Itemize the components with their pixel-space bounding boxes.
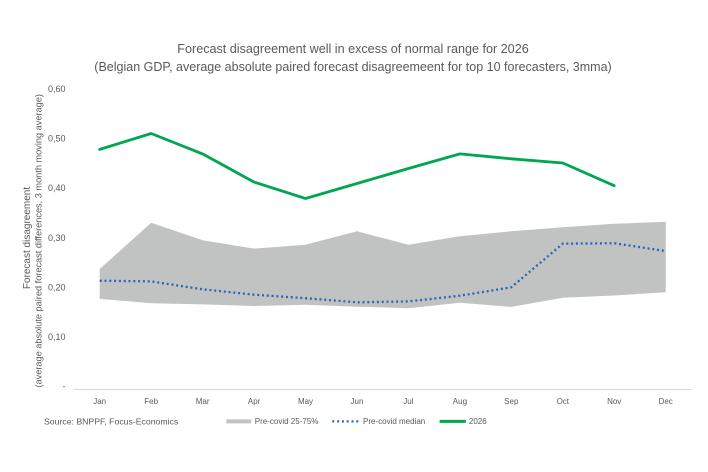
svg-text:Feb: Feb (144, 397, 158, 406)
svg-text:0,40: 0,40 (48, 183, 66, 193)
svg-text:May: May (298, 397, 313, 406)
svg-text:2026: 2026 (469, 417, 487, 426)
svg-text:Forecast disagreement: Forecast disagreement (22, 187, 33, 289)
svg-text:-: - (63, 382, 66, 392)
svg-text:0,20: 0,20 (48, 282, 66, 292)
svg-text:Nov: Nov (607, 397, 621, 406)
svg-text:Forecast disagreement well in: Forecast disagreement well in excess of … (177, 42, 528, 56)
svg-text:Apr: Apr (248, 397, 261, 406)
svg-text:Dec: Dec (659, 397, 673, 406)
svg-text:0,10: 0,10 (48, 332, 66, 342)
svg-text:Jun: Jun (351, 397, 364, 406)
svg-text:Oct: Oct (557, 397, 570, 406)
svg-text:Aug: Aug (453, 397, 467, 406)
svg-text:Pre-covid 25-75%: Pre-covid 25-75% (255, 417, 319, 426)
svg-text:Mar: Mar (196, 397, 210, 406)
svg-text:Pre-covid median: Pre-covid median (363, 417, 425, 426)
svg-text:0,30: 0,30 (48, 233, 66, 243)
svg-text:Sep: Sep (504, 397, 519, 406)
svg-text:0,50: 0,50 (48, 134, 66, 144)
svg-text:(average absolute paired forec: (average absolute paired forecast differ… (34, 94, 44, 388)
svg-text:(Belgian GDP, average absolute: (Belgian GDP, average absolute paired fo… (94, 60, 611, 74)
svg-text:Jul: Jul (403, 397, 413, 406)
svg-text:0,60: 0,60 (48, 84, 66, 94)
svg-text:Source: BNPPF, Focus-Economics: Source: BNPPF, Focus-Economics (44, 417, 179, 427)
svg-text:Jan: Jan (93, 397, 106, 406)
